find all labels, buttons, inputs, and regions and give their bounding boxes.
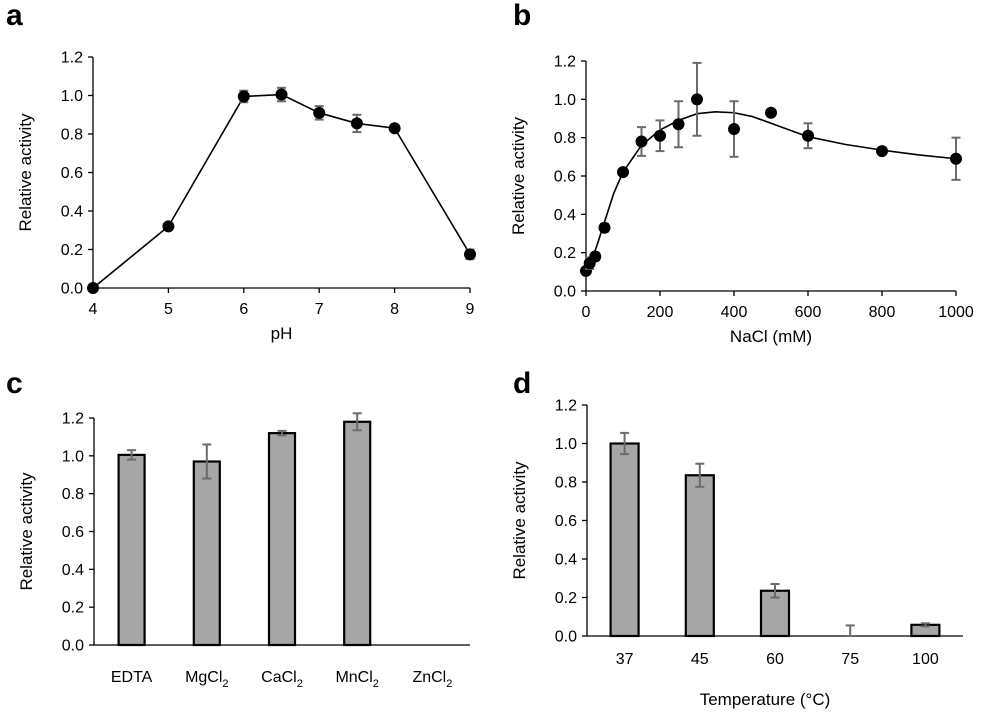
data-point-a: [237, 90, 250, 103]
data-point-b: [802, 129, 814, 142]
x-tick-label-d: 45: [691, 651, 709, 668]
y-tick-label-d: 0.0: [555, 629, 577, 646]
data-point-b: [765, 106, 777, 119]
panel-letter-b: b: [513, 0, 531, 32]
y-tick-label-b: 0.4: [554, 207, 576, 224]
data-point-b: [672, 118, 685, 131]
data-point-a: [87, 282, 99, 294]
data-point-b: [589, 250, 602, 263]
y-tick-label-b: 1.0: [554, 92, 576, 109]
y-tick-label-d: 0.4: [555, 552, 577, 569]
chart-d: 0.0 0.2 0.4 0.6 0.8 1.0 1.2 Relative activity 37…: [510, 398, 963, 709]
y-tick-label-d: 0.2: [555, 590, 577, 607]
y-tick-label-c: 0.4: [62, 562, 84, 579]
x-tick-label-c: ZnCl2: [412, 669, 452, 690]
x-tick-label-d: 75: [841, 651, 859, 668]
x-tick-label-a: 8: [390, 301, 399, 318]
y-tick-label-b: 0.0: [554, 284, 576, 301]
x-tick-label-b: 200: [647, 304, 674, 321]
panel-letter-d: d: [513, 367, 531, 400]
x-tick-label-c: EDTA: [111, 669, 153, 686]
chart-a: 0.0 0.2 0.4 0.6 0.8 1.0 1.2 Relative activity 4 5…: [16, 50, 476, 343]
data-point-b: [635, 135, 648, 148]
data-point-a: [162, 220, 175, 233]
data-point-b: [950, 152, 962, 165]
x-tick-label-d: 100: [912, 651, 939, 668]
y-tick-label-c: 0.0: [62, 638, 84, 655]
x-axis-title-d: Temperature (°C): [700, 690, 831, 709]
x-tick-label-a: 7: [315, 301, 324, 318]
panel-letter-c: c: [6, 367, 23, 400]
x-tick-label-a: 9: [466, 301, 475, 318]
y-tick-label-b: 0.8: [554, 130, 576, 147]
y-tick-label-c: 1.0: [62, 448, 84, 465]
chart-c: 0.0 0.2 0.4 0.6 0.8 1.0 1.2 Relative activity ED…: [17, 411, 470, 690]
y-tick-label-a: 0.0: [61, 281, 83, 298]
bar-d: [609, 442, 640, 638]
y-axis-title-b: Relative activity: [509, 116, 528, 235]
x-tick-label-c: CaCl2: [261, 669, 303, 690]
bar-d: [684, 474, 715, 638]
y-tick-label-b: 0.6: [554, 169, 576, 186]
y-axis-title-c: Relative activity: [17, 472, 36, 591]
bar-c: [117, 453, 146, 647]
data-point-b: [691, 93, 703, 106]
chart-b: 0.0 0.2 0.4 0.6 0.8 1.0 1.2 Relative activity 0 2…: [509, 54, 974, 347]
y-tick-label-c: 1.2: [62, 411, 84, 428]
bar-c: [343, 420, 372, 647]
x-tick-label-d: 37: [616, 651, 634, 668]
x-tick-label-d: 60: [766, 651, 784, 668]
y-tick-label-d: 0.8: [555, 475, 577, 492]
x-axis-title-b: NaCl (mM): [730, 327, 812, 346]
data-point-a: [464, 248, 476, 261]
data-point-b: [598, 221, 611, 234]
x-tick-label-b: 1000: [938, 304, 974, 321]
fit-curve-b: [585, 110, 957, 273]
data-point-a: [350, 117, 363, 130]
panel-letter-a: a: [6, 0, 23, 32]
y-tick-label-c: 0.6: [62, 524, 84, 541]
data-point-a: [275, 88, 288, 101]
y-tick-label-a: 0.4: [61, 204, 83, 221]
y-tick-label-c: 0.8: [62, 486, 84, 503]
x-tick-label-a: 4: [89, 301, 98, 318]
y-axis-title-d: Relative activity: [510, 461, 529, 580]
x-axis-title-a: pH: [271, 324, 293, 343]
y-tick-label-a: 1.0: [61, 88, 83, 105]
x-tick-label-b: 0: [582, 304, 591, 321]
y-tick-label-b: 1.2: [554, 54, 576, 71]
x-tick-label-b: 400: [721, 304, 748, 321]
y-tick-label-a: 0.6: [61, 165, 83, 182]
bar-c: [267, 432, 297, 647]
data-point-b: [654, 129, 666, 142]
y-tick-label-c: 0.2: [62, 600, 84, 617]
y-tick-label-d: 1.0: [555, 436, 577, 453]
data-point-b: [876, 145, 888, 158]
series-line-a: [92, 93, 471, 289]
data-point-b: [728, 123, 740, 136]
x-tick-label-b: 600: [795, 304, 822, 321]
y-axis-title-a: Relative activity: [16, 113, 35, 232]
data-point-a: [388, 122, 401, 135]
y-tick-label-b: 0.2: [554, 245, 576, 262]
y-tick-label-d: 1.2: [555, 398, 577, 415]
y-tick-label-d: 0.6: [555, 513, 577, 530]
y-tick-label-a: 0.2: [61, 242, 83, 259]
y-tick-label-a: 1.2: [61, 50, 83, 67]
x-tick-label-c: MgCl2: [185, 669, 228, 690]
x-tick-label-c: MnCl2: [335, 669, 378, 690]
data-point-a: [313, 106, 326, 119]
x-tick-label-a: 6: [239, 301, 248, 318]
y-tick-label-a: 0.8: [61, 127, 83, 144]
x-tick-label-b: 800: [869, 304, 896, 321]
data-point-b: [617, 166, 629, 179]
bar-c: [192, 460, 221, 647]
x-tick-label-a: 5: [164, 301, 173, 318]
